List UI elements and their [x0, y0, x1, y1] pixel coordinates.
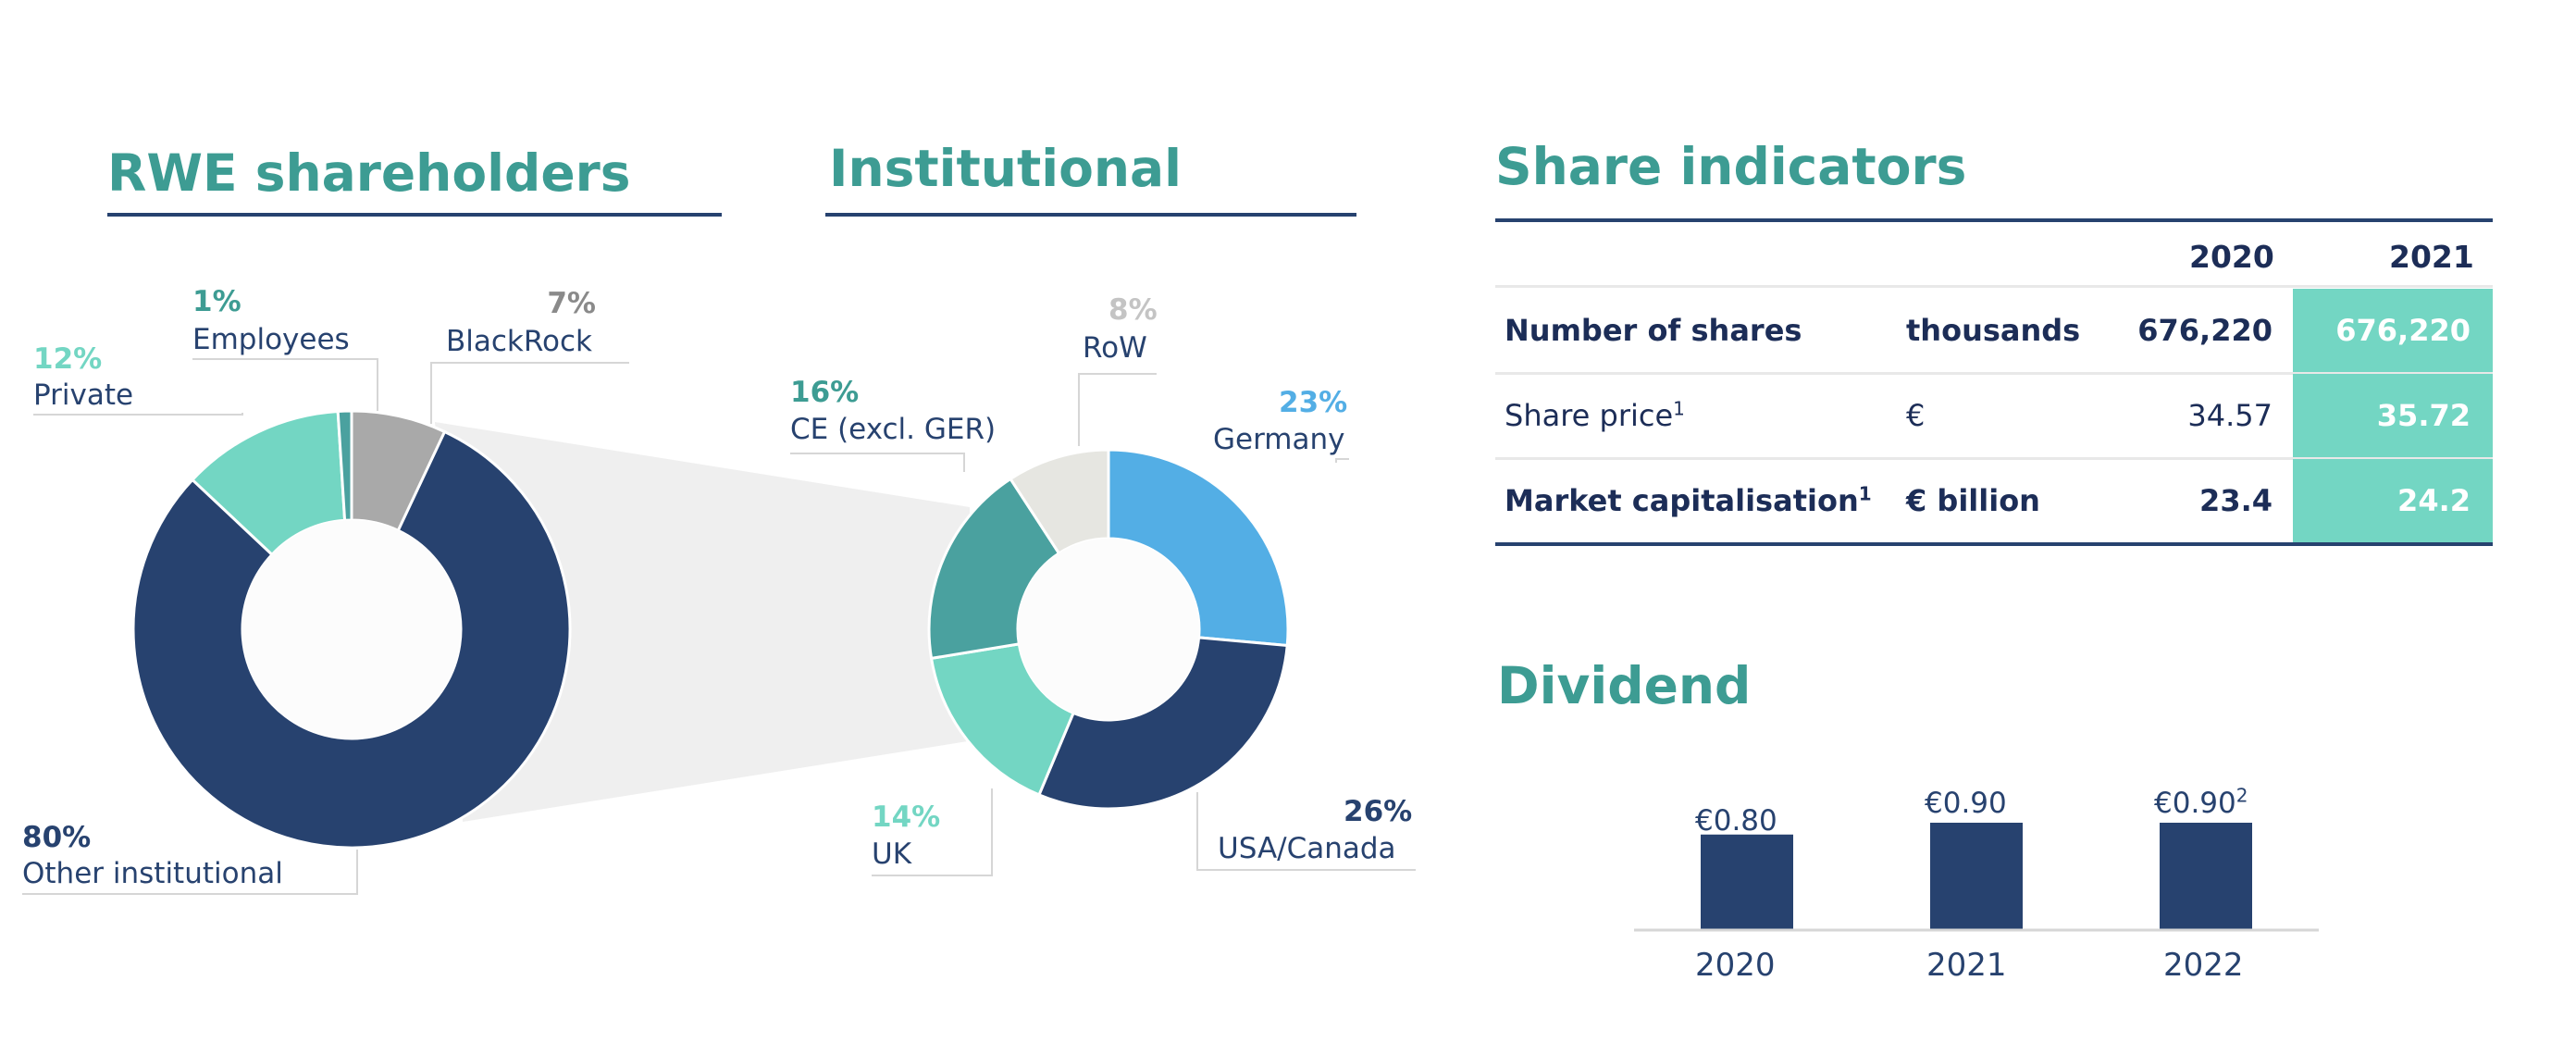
dividend-year-label: 2020 — [1695, 947, 1776, 984]
share-indicators-title: Share indicators — [1495, 137, 1967, 196]
ce-label: CE (excl. GER) — [790, 413, 997, 446]
usa-canada-label: USA/Canada — [1218, 832, 1396, 865]
row-label: Market capitalisation1 — [1505, 482, 1872, 518]
employees-label: Employees — [192, 323, 350, 356]
leader-line — [33, 413, 243, 416]
footnote-marker: 1 — [1673, 397, 1685, 420]
uk-label: UK — [872, 838, 912, 871]
shareholders-donut — [131, 409, 572, 850]
table-top-rule — [1495, 218, 2493, 222]
row-value-2020: 23.4 — [2199, 483, 2273, 518]
row-value-2021: 24.2 — [2293, 459, 2493, 542]
other-institutional-label: Other institutional — [22, 857, 283, 890]
table-row: Share price1 € 34.57 35.72 — [1495, 374, 2493, 457]
dividend-bar — [1930, 823, 2023, 929]
dividend-bars — [1634, 823, 2319, 932]
dividend-year-label: 2021 — [1926, 947, 2007, 984]
institutional-donut — [927, 448, 1290, 811]
germany-label: Germany — [1213, 423, 1345, 456]
row-label: Share price1 — [1505, 397, 1685, 433]
germany-pct: 23% — [1279, 386, 1348, 419]
footnote-marker: 2 — [2235, 784, 2248, 807]
table-header-2020: 2020 — [2189, 239, 2274, 275]
private-label: Private — [33, 379, 134, 412]
row-value-2020: 34.57 — [2187, 398, 2273, 433]
table-row: Market capitalisation1 € billion 23.4 24… — [1495, 459, 2493, 542]
institutional-title: Institutional — [829, 139, 1182, 198]
leader-lines — [22, 358, 1416, 895]
row-unit: thousands — [1906, 313, 2081, 348]
row-value-2021: 35.72 — [2293, 374, 2493, 457]
dividend-bar — [2160, 823, 2252, 929]
employees-pct: 1% — [192, 285, 242, 318]
dividend-value-label: €0.90 — [1925, 787, 2007, 820]
leader-line — [1335, 458, 1349, 463]
shareholders-title: RWE shareholders — [107, 143, 631, 203]
leader-line — [1196, 792, 1416, 871]
dividend-bar — [1701, 834, 1793, 929]
leader-line — [872, 788, 993, 876]
uk-pct: 14% — [872, 801, 941, 834]
blackrock-label: BlackRock — [446, 325, 592, 358]
table-header-2021: 2021 — [2389, 239, 2474, 275]
row-unit: € billion — [1906, 483, 2040, 518]
donut-connector-band — [435, 422, 973, 822]
row-value-2021: 676,220 — [2293, 289, 2493, 372]
dividend-value-label: €0.80 — [1695, 804, 1777, 838]
table-header-divider — [1495, 285, 2493, 288]
row-label: Number of shares — [1505, 313, 1802, 348]
private-pct: 12% — [33, 342, 103, 376]
leader-line — [790, 453, 965, 472]
leader-line — [22, 850, 358, 895]
table-bottom-rule — [1495, 542, 2493, 546]
table-row: Number of shares thousands 676,220 676,2… — [1495, 289, 2493, 372]
dividend-title: Dividend — [1497, 656, 1752, 715]
row-label: RoW — [1083, 331, 1147, 365]
dividend-value-label: €0.902 — [2154, 784, 2248, 820]
row-pct: 8% — [1108, 293, 1158, 327]
leader-line — [430, 362, 629, 424]
row-unit: € — [1906, 398, 1926, 433]
row-value-2020: 676,220 — [2137, 313, 2273, 348]
leader-line — [192, 358, 378, 411]
shareholders-title-rule — [107, 213, 722, 217]
leader-line — [1078, 373, 1157, 446]
table-row-divider — [1495, 457, 2493, 460]
table-row-divider — [1495, 372, 2493, 375]
donut-hole — [242, 520, 461, 738]
footnote-marker: 1 — [1858, 482, 1872, 505]
ce-pct: 16% — [790, 376, 860, 409]
dividend-year-label: 2022 — [2163, 947, 2244, 984]
other-institutional-pct: 80% — [22, 821, 92, 854]
donut-hole — [1018, 539, 1199, 720]
institutional-title-rule — [825, 213, 1356, 217]
blackrock-pct: 7% — [547, 287, 596, 320]
usa-canada-pct: 26% — [1344, 795, 1413, 828]
